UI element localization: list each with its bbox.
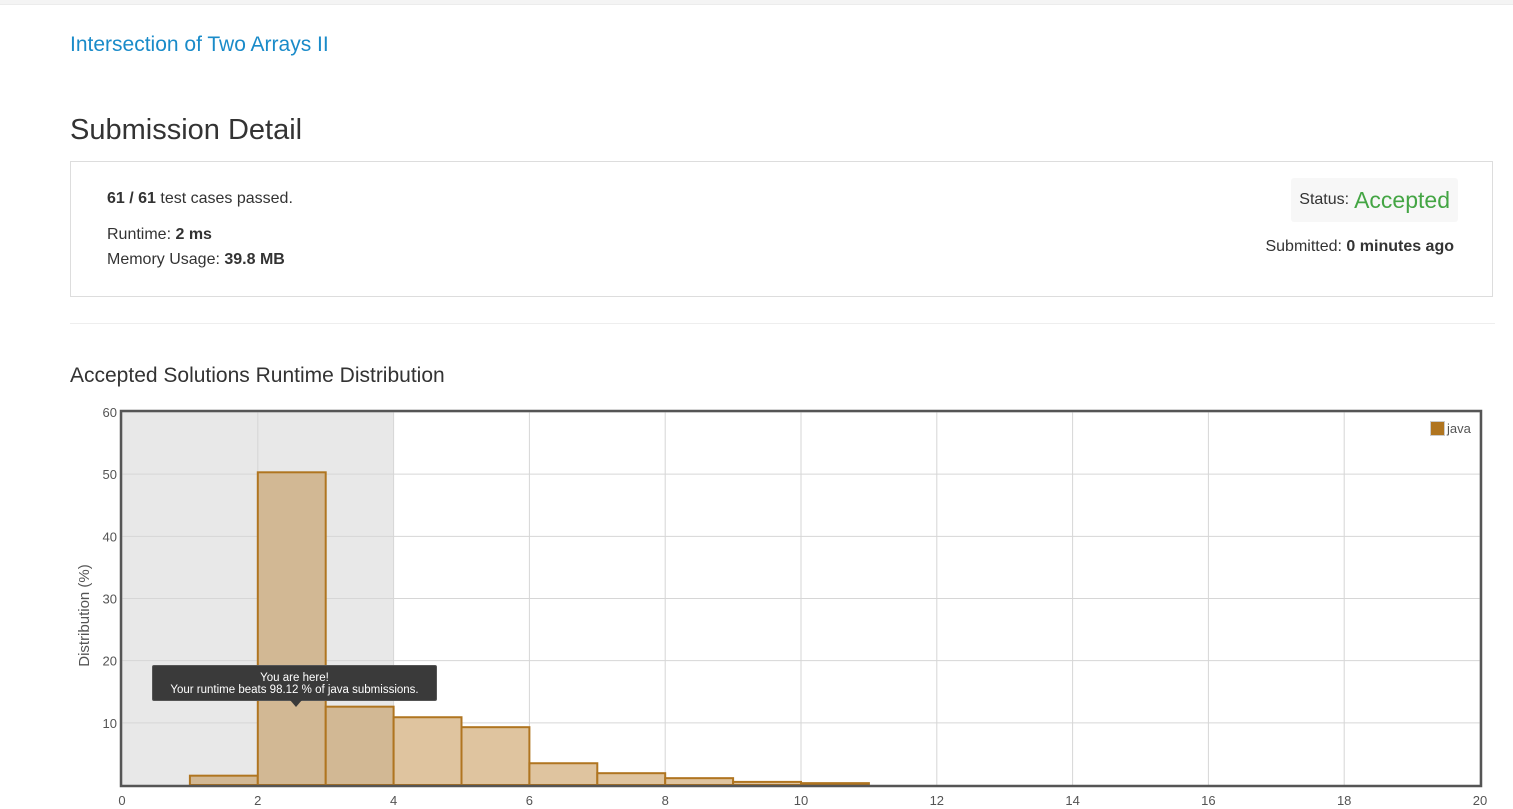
histogram-bar (596, 772, 667, 786)
histogram-bar (664, 777, 735, 786)
status-badge: Status: Accepted (1291, 178, 1458, 222)
histogram-bar (460, 726, 531, 786)
x-tick-label: 8 (662, 793, 669, 808)
runtime-value: 2 ms (175, 226, 212, 243)
x-tick-label: 16 (1201, 793, 1215, 808)
x-tick-label: 4 (390, 793, 397, 808)
y-tick-label: 30 (103, 592, 117, 607)
histogram-bar (392, 716, 463, 787)
count-separator: / (124, 190, 139, 207)
histogram-bar (324, 705, 395, 787)
x-tick-label: 10 (794, 793, 808, 808)
submitted-label: Submitted: (1265, 238, 1347, 255)
tooltip-arrow (290, 700, 302, 707)
passed-count: 61 (107, 190, 125, 207)
x-tick-label: 0 (118, 793, 125, 808)
memory-value: 39.8 MB (224, 251, 285, 268)
tooltip-line-1: You are here! (260, 672, 329, 684)
y-tick-label: 20 (103, 654, 117, 669)
top-bar (0, 0, 1513, 5)
chart-title: Accepted Solutions Runtime Distribution (70, 364, 445, 387)
y-axis-label: Distribution (%) (76, 564, 93, 667)
x-tick-label: 2 (254, 793, 261, 808)
histogram-bar (732, 780, 802, 786)
tooltip-line-2: Your runtime beats 98.12 % of java submi… (170, 684, 419, 696)
status-label: Status: (1299, 191, 1350, 208)
legend-swatch-java (1430, 421, 1445, 436)
total-count: 61 (138, 190, 156, 207)
runtime-distribution-chart: 0 2 4 6 8 10 12 14 16 18 20 10 20 30 40 50 60 Distributio… (76, 405, 1487, 808)
submitted-row: Submitted: 0 minutes ago (1265, 238, 1454, 256)
x-tick-label: 12 (930, 793, 944, 808)
memory-row: Memory Usage: 39.8 MB (107, 251, 285, 269)
runtime-row: Runtime: 2 ms (107, 226, 212, 244)
x-tick-label: 18 (1337, 793, 1351, 808)
histogram-bar (188, 774, 259, 786)
memory-label: Memory Usage: (107, 251, 225, 268)
chart-legend: java (1430, 421, 1471, 436)
y-tick-label: 40 (103, 529, 117, 544)
y-tick-label: 50 (103, 467, 117, 482)
legend-label-java: java (1447, 421, 1471, 436)
runtime-label: Runtime: (107, 226, 176, 243)
x-tick-label: 14 (1065, 793, 1079, 808)
x-tick-label: 20 (1473, 793, 1487, 808)
x-tick-label: 6 (526, 793, 533, 808)
submission-detail-panel: 61 / 61 test cases passed. Runtime: 2 ms… (70, 161, 1493, 297)
status-value[interactable]: Accepted (1354, 186, 1450, 213)
histogram-bar (528, 762, 599, 787)
histogram-bar (256, 471, 327, 786)
runtime-tooltip: You are here! Your runtime beats 98.12 %… (152, 665, 437, 707)
histogram-bar (800, 782, 870, 787)
test-cases-summary: 61 / 61 test cases passed. (107, 190, 293, 208)
problem-title-link[interactable]: Intersection of Two Arrays II (70, 33, 329, 56)
y-tick-label: 60 (103, 405, 117, 420)
plot-frame (119, 409, 1483, 788)
submitted-value: 0 minutes ago (1346, 238, 1454, 255)
section-divider (70, 323, 1495, 324)
page-title: Submission Detail (70, 114, 303, 146)
y-tick-label: 10 (103, 716, 117, 731)
passed-suffix: test cases passed. (155, 190, 293, 207)
